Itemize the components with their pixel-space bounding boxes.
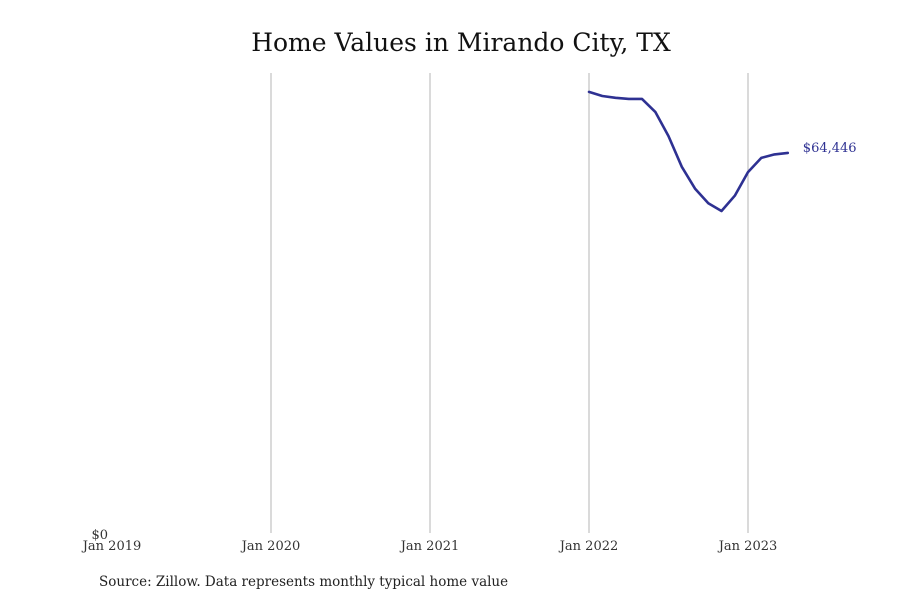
x-axis-ticks: Jan 2019 Jan 2020 Jan 2021 Jan 2022 Jan 2023 xyxy=(81,539,778,554)
x-tick-label: Jan 2021 xyxy=(399,539,460,554)
source-note: Source: Zillow. Data represents monthly … xyxy=(99,574,508,590)
gridlines xyxy=(270,73,749,533)
chart-title: Home Values in Mirando City, TX xyxy=(251,28,671,57)
end-value-label: $64,446 xyxy=(803,141,857,156)
x-tick-label: Jan 2019 xyxy=(81,539,142,554)
x-tick-label: Jan 2020 xyxy=(240,539,301,554)
y-tick-label: $0 xyxy=(91,528,108,543)
series-group xyxy=(587,90,790,213)
x-tick-label: Jan 2023 xyxy=(717,539,778,554)
x-tick-label: Jan 2022 xyxy=(558,539,619,554)
y-axis-ticks: $0 xyxy=(91,528,108,543)
series-line xyxy=(587,90,790,213)
